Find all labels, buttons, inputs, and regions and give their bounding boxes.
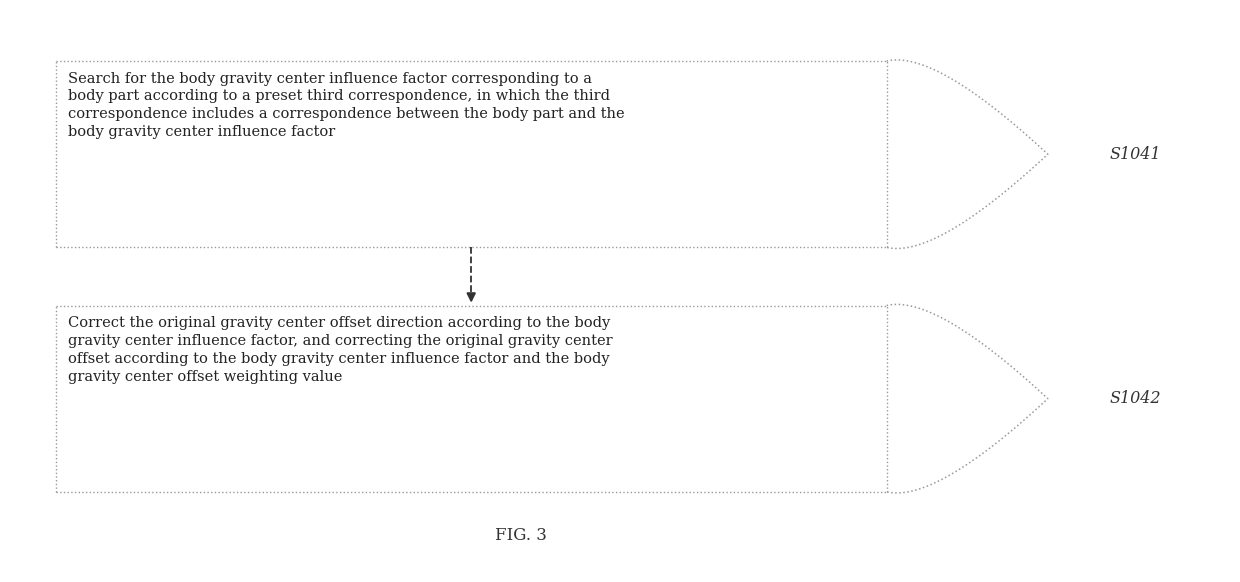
Text: S1041: S1041	[1110, 146, 1162, 163]
Text: Correct the original gravity center offset direction according to the body
gravi: Correct the original gravity center offs…	[68, 316, 613, 384]
Text: Search for the body gravity center influence factor corresponding to a
body part: Search for the body gravity center influ…	[68, 72, 625, 139]
Text: FIG. 3: FIG. 3	[495, 527, 547, 544]
Text: S1042: S1042	[1110, 390, 1162, 407]
